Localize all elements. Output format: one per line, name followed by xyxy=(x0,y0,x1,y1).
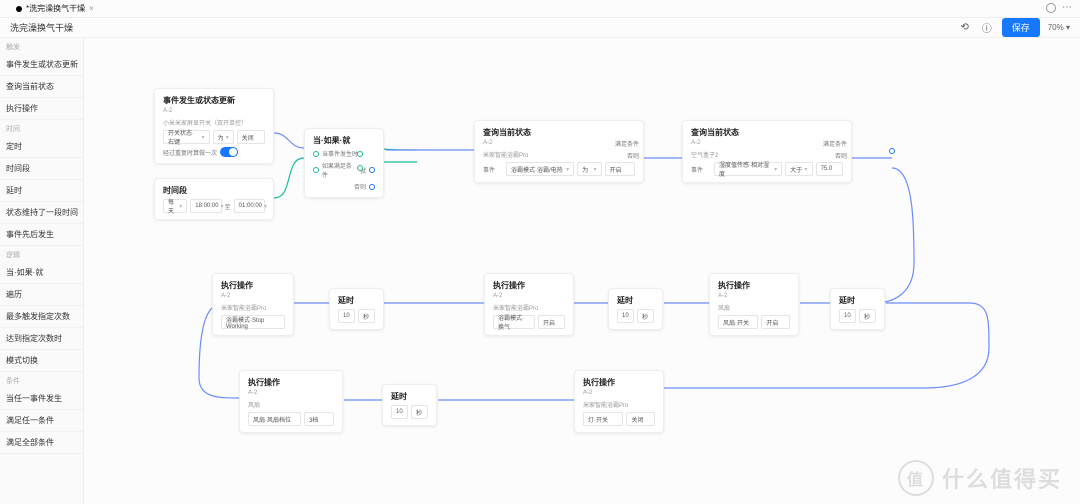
node-delay2[interactable]: 延时 10秒 xyxy=(608,288,663,330)
node-sub: A-2 xyxy=(483,140,635,146)
status-icon xyxy=(1046,3,1056,13)
toggle-label: 经过重复时算做一次 xyxy=(163,148,217,157)
node-query2[interactable]: 查询当前状态 A-2 空气盒子2 事件 湿度值传感·相对湿度▾ 大于▾ 75.0… xyxy=(682,120,852,183)
node-title: 时间段 xyxy=(163,185,265,196)
node-sub: A-2 xyxy=(691,140,843,146)
select-start[interactable]: 18:00:00▾ xyxy=(190,199,221,213)
select-end[interactable]: 01:00:00▾ xyxy=(234,199,265,213)
tab-dot-icon xyxy=(16,6,22,12)
sidebar-category: 触发 xyxy=(0,38,83,54)
select-op[interactable]: 为▾ xyxy=(213,130,234,144)
toggle-once[interactable] xyxy=(220,147,238,157)
node-label: 小米米家屏显开关（双开单控） xyxy=(163,118,265,127)
node-title: 查询当前状态 xyxy=(691,127,843,138)
sidebar-item[interactable]: 延时 xyxy=(0,180,83,202)
sidebar-item[interactable]: 当·如果·就 xyxy=(0,262,83,284)
node-title: 事件发生或状态更新 xyxy=(163,95,265,106)
select-value[interactable]: 开启 xyxy=(605,162,635,176)
sidebar: 触发 事件发生或状态更新 查询当前状态 执行操作 时间 定时 时间段 延时 状态… xyxy=(0,38,84,504)
info-icon[interactable]: ⓘ xyxy=(980,21,994,35)
undo-icon[interactable]: ⟲ xyxy=(958,21,972,35)
close-icon[interactable]: × xyxy=(89,4,94,13)
sidebar-category: 时间 xyxy=(0,120,83,136)
node-timeslot[interactable]: 时间段 每天▾ 18:00:00▾ 至 01:00:00▾ xyxy=(154,178,274,220)
select-action[interactable]: 浴霸模式·Stop Working xyxy=(221,315,285,329)
node-delay4[interactable]: 延时 10秒 xyxy=(382,384,437,426)
tab[interactable]: *洗完澡换气干燥 × xyxy=(8,1,102,16)
sidebar-item[interactable]: 查询当前状态 xyxy=(0,76,83,98)
sidebar-item[interactable]: 最多触发指定次数 xyxy=(0,306,83,328)
sidebar-item[interactable]: 当任一事件发生 xyxy=(0,388,83,410)
node-exec2[interactable]: 执行操作 A-2 米家智能浴霸Pro 浴霸模式·换气开启 xyxy=(484,273,574,336)
watermark: 值什么值得买 xyxy=(898,460,1062,496)
select-op[interactable]: 为▾ xyxy=(577,162,602,176)
menu-icon[interactable]: ⋯ xyxy=(1062,2,1072,13)
node-query1[interactable]: 查询当前状态 A-2 米家智能浴霸Pro 事件 浴霸模式·浴霸/电热▾ 为▾ 开… xyxy=(474,120,644,183)
branch-label: 当事件发生时 xyxy=(322,149,358,158)
sidebar-category: 条件 xyxy=(0,372,83,388)
sidebar-item[interactable]: 满足全部条件 xyxy=(0,432,83,454)
select-repeat[interactable]: 每天▾ xyxy=(163,199,187,213)
save-button[interactable]: 保存 xyxy=(1002,18,1040,37)
sidebar-item[interactable]: 执行操作 xyxy=(0,98,83,120)
sidebar-item[interactable]: 满足任一条件 xyxy=(0,410,83,432)
select-value[interactable]: 75.0 xyxy=(816,162,843,176)
node-title: 查询当前状态 xyxy=(483,127,635,138)
node-when[interactable]: 当·如果·就 当事件发生时 如果满足条件 就 否则 xyxy=(304,128,384,198)
node-sub: A-2 xyxy=(163,108,265,114)
node-event[interactable]: 事件发生或状态更新 A-2 小米米家屏显开关（双开单控） 开关状态·右键▾ 为▾… xyxy=(154,88,274,164)
sidebar-item[interactable]: 达到指定次数时 xyxy=(0,328,83,350)
sidebar-item[interactable]: 事件先后发生 xyxy=(0,224,83,246)
select-property[interactable]: 开关状态·右键▾ xyxy=(163,130,210,144)
branch-label: 如果满足条件 xyxy=(322,161,357,179)
node-exec3[interactable]: 执行操作 A-2 风扇 风扇·开关开启 xyxy=(709,273,799,336)
node-exec4[interactable]: 执行操作 A-2 风扇 风扇·风扇档位3档 xyxy=(239,370,343,433)
node-label: 空气盒子2 xyxy=(691,150,843,159)
branch-label: 事件 xyxy=(691,165,711,174)
node-title: 当·如果·就 xyxy=(313,135,375,146)
select-value[interactable]: 关闭 xyxy=(237,130,265,144)
output-port[interactable] xyxy=(889,148,895,154)
node-exec5[interactable]: 执行操作 A-2 米家智能浴霸Pro 灯·开关关闭 xyxy=(574,370,664,433)
sidebar-item[interactable]: 事件发生或状态更新 xyxy=(0,54,83,76)
node-exec1[interactable]: 执行操作 A-2 米家智能浴霸Pro 浴霸模式·Stop Working xyxy=(212,273,294,336)
node-delay1[interactable]: 延时 10秒 xyxy=(329,288,384,330)
node-delay3[interactable]: 延时 10秒 xyxy=(830,288,885,330)
sidebar-category: 逻辑 xyxy=(0,246,83,262)
sidebar-item[interactable]: 状态维持了一段时间 xyxy=(0,202,83,224)
sidebar-item[interactable]: 模式切换 xyxy=(0,350,83,372)
label-to: 至 xyxy=(225,202,231,211)
select-property[interactable]: 浴霸模式·浴霸/电热▾ xyxy=(506,162,574,176)
select-property[interactable]: 湿度值传感·相对湿度▾ xyxy=(714,162,782,176)
tab-title: *洗完澡换气干燥 xyxy=(26,3,85,14)
canvas[interactable]: 事件发生或状态更新 A-2 小米米家屏显开关（双开单控） 开关状态·右键▾ 为▾… xyxy=(84,38,1080,504)
branch-label: 事件 xyxy=(483,165,503,174)
zoom-level[interactable]: 70% ▾ xyxy=(1048,23,1070,32)
select-op[interactable]: 大于▾ xyxy=(785,162,812,176)
sidebar-item[interactable]: 定时 xyxy=(0,136,83,158)
page-title: 洗完澡换气干燥 xyxy=(10,21,73,34)
sidebar-item[interactable]: 遍历 xyxy=(0,284,83,306)
node-label: 米家智能浴霸Pro xyxy=(483,150,635,159)
sidebar-item[interactable]: 时间段 xyxy=(0,158,83,180)
